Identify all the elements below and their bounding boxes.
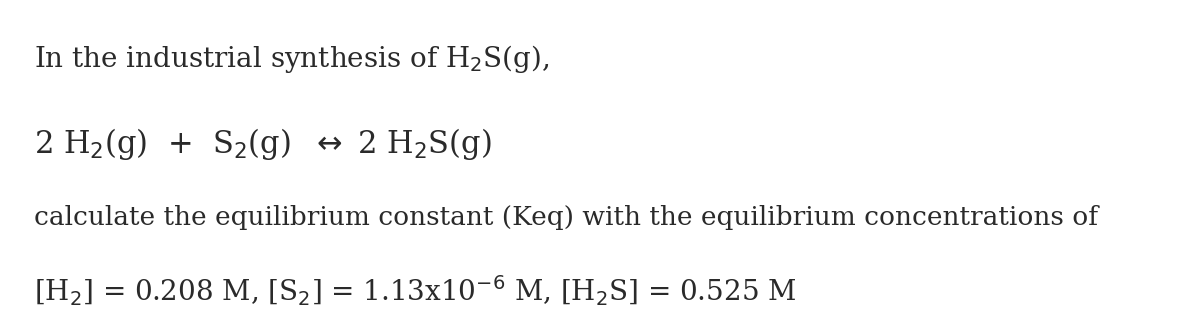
Text: In the industrial synthesis of H$_2$S(g),: In the industrial synthesis of H$_2$S(g)… [34,44,550,75]
Text: 2 H$_2$(g)  +  S$_2$(g)  $\leftrightarrow$ 2 H$_2$S(g): 2 H$_2$(g) + S$_2$(g) $\leftrightarrow$ … [34,125,492,162]
Text: calculate the equilibrium constant (Keq) with the equilibrium concentrations of: calculate the equilibrium constant (Keq)… [34,205,1098,230]
Text: [H$_2$] = 0.208 M, [S$_2$] = 1.13x10$^{-6}$ M, [H$_2$S] = 0.525 M: [H$_2$] = 0.208 M, [S$_2$] = 1.13x10$^{-… [34,273,796,308]
